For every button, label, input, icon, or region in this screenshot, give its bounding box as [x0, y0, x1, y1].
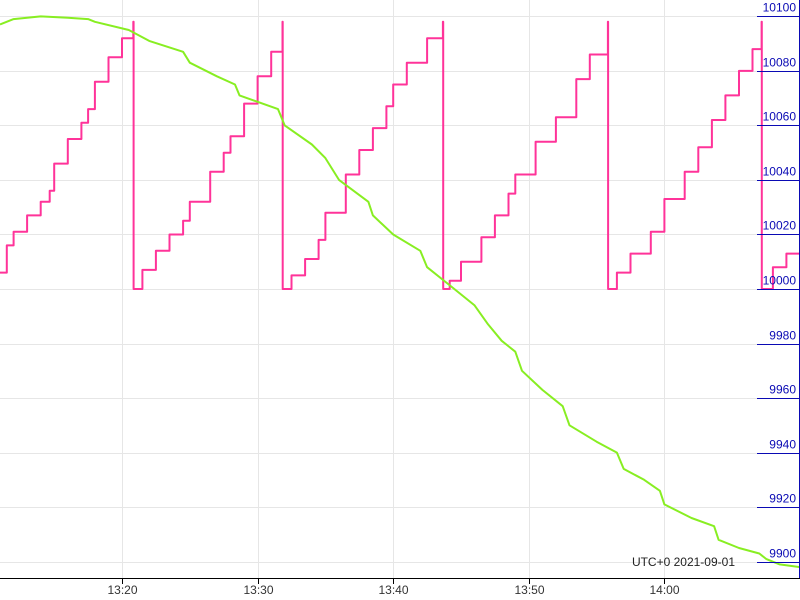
x-tick-label: 13:50: [514, 583, 544, 597]
y-tick-label: 9940: [769, 438, 796, 452]
y-tick-label: 9900: [769, 547, 796, 561]
y-tick-label: 10100: [763, 1, 797, 15]
sawtooth-series-line: [0, 20, 800, 290]
x-tick-label: 13:40: [378, 583, 408, 597]
y-axis: 9900 9920 9940 9960 9980 10000 10020 10040 10060…: [757, 0, 800, 578]
x-tick-label: 13:20: [107, 583, 137, 597]
y-tick-label: 10000: [763, 274, 797, 288]
plot-area: [0, 15, 800, 569]
y-tick-label: 9960: [769, 383, 796, 397]
y-tick-label: 10020: [763, 219, 797, 233]
y-tick-label: 10060: [763, 110, 797, 124]
y-tick-label: 10040: [763, 165, 797, 179]
y-tick-label: 9920: [769, 492, 796, 506]
y-tick-label: 10080: [763, 56, 797, 70]
grid: [0, 0, 800, 578]
x-axis: 13:20 13:30 13:40 13:50 14:00: [0, 578, 800, 597]
x-tick-label: 13:30: [243, 583, 273, 597]
x-tick-label: 14:00: [649, 583, 679, 597]
y-tick-label: 9980: [769, 329, 796, 343]
decline-series-line: [0, 15, 800, 569]
timezone-label: UTC+0 2021-09-01: [632, 555, 735, 569]
